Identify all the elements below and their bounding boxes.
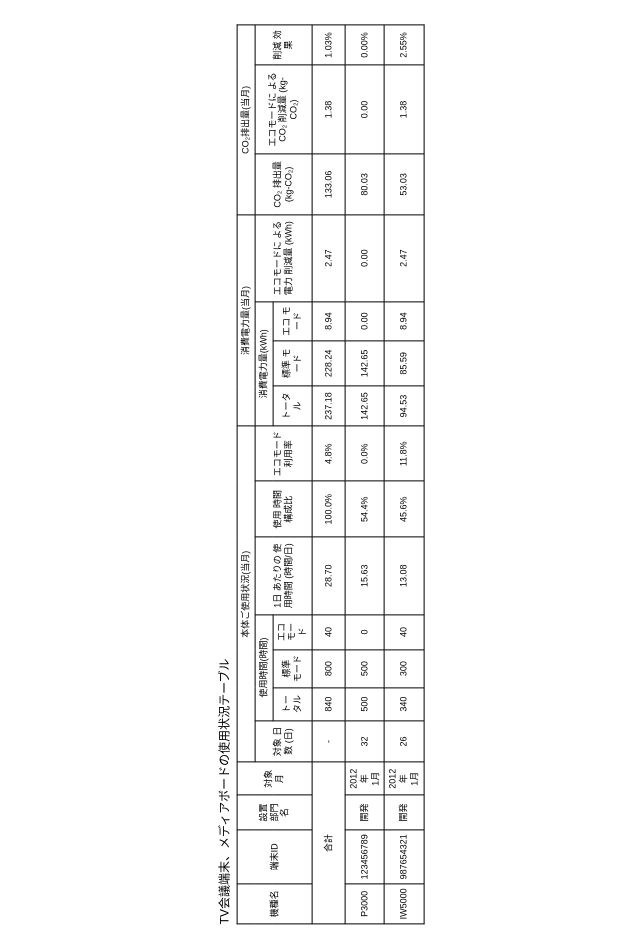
- header-power-group: 消費電力量(当月): [237, 215, 255, 426]
- table-cell: 800: [312, 650, 345, 688]
- table-cell: 80.03: [345, 154, 384, 215]
- table-cell: 8.94: [312, 302, 345, 341]
- table-row: P3000123456789開発2012年1月32500500015.6354.…: [345, 25, 384, 924]
- table-cell: 142.65: [345, 341, 384, 386]
- table-cell: 1.03%: [312, 25, 345, 65]
- table-cell: 0.00: [345, 215, 384, 302]
- table-cell: 4.8%: [312, 426, 345, 481]
- usage-table: 機種名 端末ID 設置 部門名 対象月 本体ご使用状況(当月) 消費電力量(当月…: [237, 24, 425, 924]
- table-cell: 28.70: [312, 537, 345, 614]
- table-cell: 987654321: [384, 830, 423, 884]
- table-cell: 300: [384, 650, 423, 688]
- table-cell: 0.00: [345, 302, 384, 341]
- table-cell: IW5000: [384, 884, 423, 924]
- table-cell: 2012年1月: [345, 762, 384, 795]
- table-cell: 11.8%: [384, 426, 423, 481]
- table-cell: 0.0%: [345, 426, 384, 481]
- table-cell: 40: [384, 615, 423, 650]
- table-cell: 94.53: [384, 386, 423, 426]
- table-title: TV会議端末、メディアボードの使用状況テーブル: [216, 24, 233, 924]
- header-co2-save: エコモードに よるCO₂ 削減量 (kg-CO₂): [255, 65, 312, 154]
- table-cell: 0.00%: [345, 25, 384, 65]
- header-co2-emit: CO₂ 排出量 (kg-CO₂): [255, 154, 312, 215]
- table-cell: 開発: [345, 795, 384, 830]
- table-cell: 1.38: [384, 65, 423, 154]
- table-cell: P3000: [345, 884, 384, 924]
- header-per-day: 1日 あたりの 使用時間 (時間/日): [255, 537, 312, 614]
- header-power-kwh: 消費電力量(kWh): [255, 302, 273, 427]
- table-cell: 合計: [312, 762, 345, 924]
- table-cell: 8.94: [384, 302, 423, 341]
- header-co2-group: CO₂排出量(当月): [237, 25, 255, 215]
- table-cell: 54.4%: [345, 481, 384, 537]
- table-cell: 133.06: [312, 154, 345, 215]
- table-cell: 340: [384, 688, 423, 721]
- table-cell: 2.47: [384, 215, 423, 302]
- table-cell: 26: [384, 721, 423, 763]
- table-cell: 2.47: [312, 215, 345, 302]
- table-cell: 13.08: [384, 537, 423, 614]
- header-p-total: トータル: [273, 386, 312, 426]
- table-cell: 100.0%: [312, 481, 345, 537]
- header-terminal-id: 端末ID: [237, 830, 312, 884]
- table-cell: 142.65: [345, 386, 384, 426]
- report-container: TV会議端末、メディアボードの使用状況テーブル 機種名 端末ID 設置 部門名 …: [216, 24, 425, 924]
- table-cell: 2012年1月: [384, 762, 423, 795]
- table-cell: 840: [312, 688, 345, 721]
- table-cell: 85.59: [384, 341, 423, 386]
- table-cell: 0: [345, 615, 384, 650]
- table-cell: 500: [345, 688, 384, 721]
- table-cell: 228.24: [312, 341, 345, 386]
- header-h-eco: エコ モード: [273, 615, 312, 650]
- table-cell: 40: [312, 615, 345, 650]
- table-cell: 15.63: [345, 537, 384, 614]
- table-row: 合計-8408004028.70100.0%4.8%237.18228.248.…: [312, 25, 345, 924]
- table-cell: 500: [345, 650, 384, 688]
- header-power-save: エコモードに よる電力 削減量 (kWh): [255, 215, 312, 302]
- header-model: 機種名: [237, 884, 312, 924]
- header-h-total: トータル: [273, 688, 312, 721]
- table-cell: 32: [345, 721, 384, 763]
- table-cell: 2.55%: [384, 25, 423, 65]
- table-cell: 開発: [384, 795, 423, 830]
- header-reduce-effect: 削減 効果: [255, 25, 312, 65]
- header-p-eco: エコ モード: [273, 302, 312, 341]
- table-cell: 53.03: [384, 154, 423, 215]
- table-cell: 45.6%: [384, 481, 423, 537]
- table-cell: 0.00: [345, 65, 384, 154]
- header-eco-rate: エコモード 利用率: [255, 426, 312, 481]
- header-p-std: 標準 モード: [273, 341, 312, 386]
- header-ratio: 使用 時間 構成比: [255, 481, 312, 537]
- table-cell: 237.18: [312, 386, 345, 426]
- header-hours-group: 使用時間(時間): [255, 615, 273, 721]
- header-h-std: 標準 モード: [273, 650, 312, 688]
- header-days: 対象 日数 (日): [255, 721, 312, 763]
- header-dept: 設置 部門名: [237, 795, 312, 830]
- table-row: IW5000987654321開発2012年1月263403004013.084…: [384, 25, 423, 924]
- header-usage-group: 本体ご使用状況(当月): [237, 426, 255, 762]
- header-month: 対象月: [237, 762, 312, 795]
- table-cell: -: [312, 721, 345, 763]
- table-cell: 1.38: [312, 65, 345, 154]
- table-cell: 123456789: [345, 830, 384, 884]
